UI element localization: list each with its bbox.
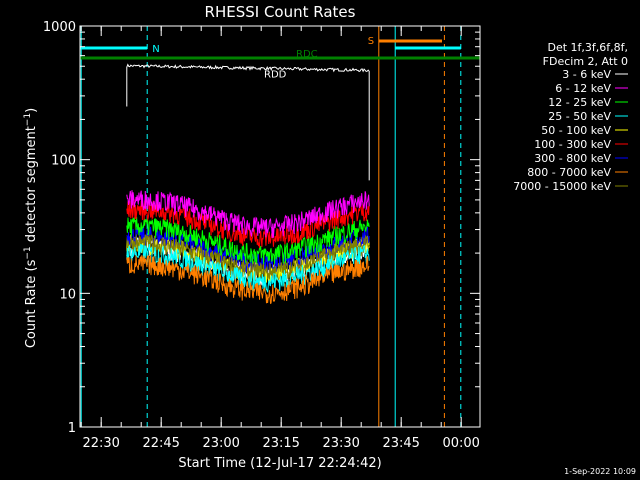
x-tick-label-23-45: 23:45: [382, 436, 419, 451]
y-tick-label-100: 100: [51, 154, 76, 169]
legend-header-2: FDecim 2, Att 0: [543, 55, 628, 68]
x-axis-label: Start Time (12-Jul-17 22:24:42): [178, 456, 381, 471]
flag-bar-rdc-label: RDC: [296, 49, 318, 60]
y-axis-label: Count Rate (s−1 detector segment−1): [23, 108, 39, 348]
legend-label-7000-15000-kev: 7000 - 15000 keV: [513, 180, 611, 193]
flag-bar-rdc: RDC: [80, 49, 480, 60]
series-line-800-7000-kev: [126, 255, 370, 305]
flag-bar-n: N: [80, 44, 160, 55]
flag-bar-n-label: N: [152, 44, 159, 55]
series-line-6-12-kev: [126, 190, 370, 239]
rdd-label: RDD: [264, 70, 287, 81]
legend-label-6-12-kev: 6 - 12 keV: [555, 82, 611, 95]
legend-label-100-300-kev: 100 - 300 keV: [534, 138, 611, 151]
y-tick-label-1: 1: [68, 421, 76, 436]
legend-header-1: Det 1f,3f,6f,8f,: [547, 41, 628, 54]
y-axis-label-prefix: Count Rate (s: [24, 259, 39, 348]
legend-label-25-50-kev: 25 - 50 keV: [548, 110, 611, 123]
y-axis-label-exponent: −1: [23, 246, 33, 259]
y-axis-label-middle: detector segment: [24, 126, 39, 246]
flag-bar-s-label: S: [368, 36, 374, 47]
legend-label-50-100-kev: 50 - 100 keV: [541, 124, 611, 137]
y-tick-label-10: 10: [59, 287, 76, 302]
flag-bar-s: S: [368, 36, 442, 47]
legend-label-12-25-kev: 12 - 25 keV: [548, 96, 611, 109]
y-axis-label-exponent-2: −1: [23, 113, 33, 126]
y-tick-label-1000: 1000: [43, 20, 76, 35]
x-tick-label-23-30: 23:30: [322, 436, 359, 451]
top-count-trace: [126, 63, 370, 181]
x-tick-label-00-00: 00:00: [442, 436, 479, 451]
legend-label-800-7000-kev: 800 - 7000 keV: [527, 166, 611, 179]
y-axis-label-suffix: ): [24, 108, 39, 113]
footer-date: 1-Sep-2022 10:09: [564, 467, 636, 476]
legend-label-300-800-kev: 300 - 800 keV: [534, 152, 611, 165]
plot-frame: [79, 25, 481, 428]
x-tick-label-23-15: 23:15: [262, 436, 299, 451]
x-tick-label-23-00: 23:00: [202, 436, 239, 451]
x-tick-label-22-30: 22:30: [82, 436, 119, 451]
chart-title: RHESSI Count Rates: [205, 3, 356, 21]
x-tick-label-22-45: 22:45: [142, 436, 179, 451]
legend-label-3-6-kev: 3 - 6 keV: [562, 68, 611, 81]
